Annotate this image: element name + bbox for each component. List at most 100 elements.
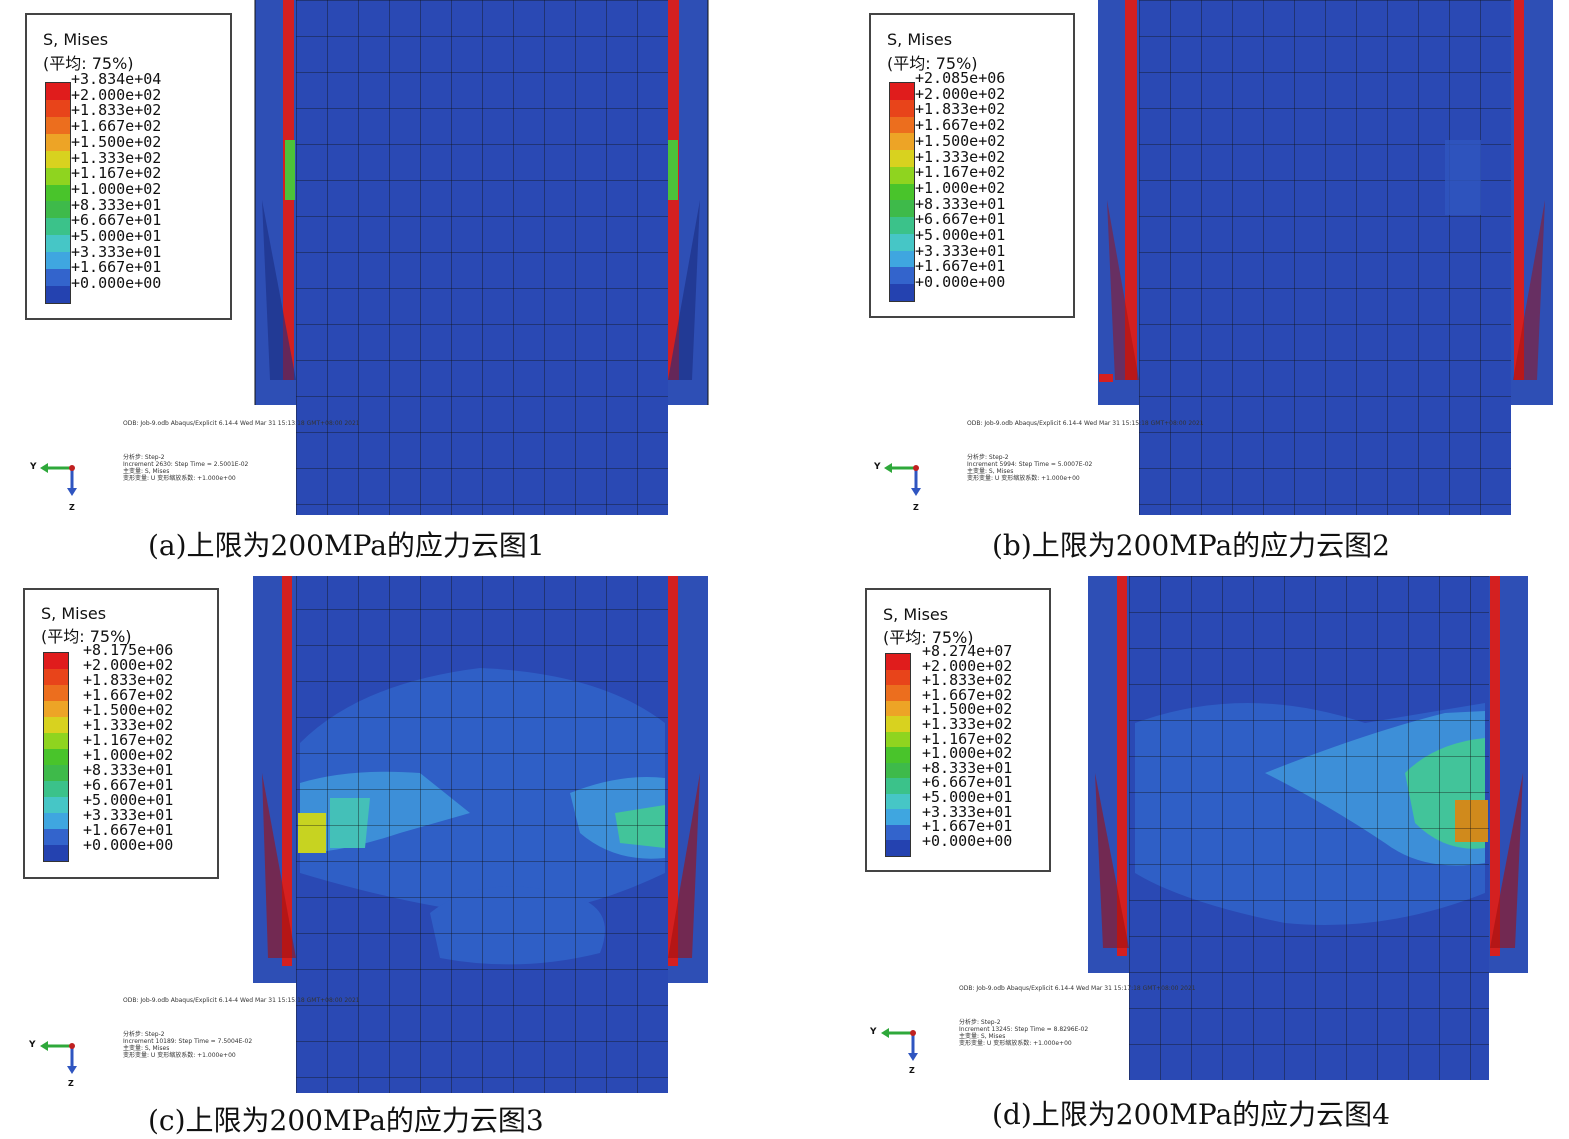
- legend-value: +0.000e+00: [83, 836, 174, 854]
- primary-var-label: 主变量: S, Mises: [123, 1045, 170, 1052]
- legend-value: +0.000e+00: [922, 831, 1013, 850]
- legend-value: +5.000e+01: [83, 791, 174, 809]
- caption-a: (a)上限为200MPa的应力云图1: [148, 529, 545, 562]
- legend-value: +1.167e+02: [922, 729, 1013, 748]
- contour-plot-d: [1088, 576, 1528, 1080]
- legend-swatch: [886, 793, 910, 810]
- legend-value: +1.167e+02: [83, 731, 174, 749]
- legend-swatch: [890, 284, 914, 301]
- legend-value: +1.500e+02: [83, 701, 174, 719]
- legend-swatch: [46, 269, 70, 287]
- legend-values: +8.175e+06 +2.000e+02 +1.833e+02 +1.667e+0…: [83, 643, 173, 853]
- axis-triad-d: [881, 1028, 918, 1061]
- legend-swatch: [46, 235, 70, 253]
- legend-swatch: [44, 717, 68, 733]
- legend-value: +1.667e+02: [922, 685, 1013, 704]
- legend-value: +1.333e+02: [915, 147, 1006, 166]
- caption-c: (c)上限为200MPa的应力云图3: [148, 1104, 544, 1137]
- legend-value: +3.333e+01: [83, 806, 174, 824]
- legend-swatch: [886, 669, 910, 686]
- legend-value: +1.833e+02: [71, 101, 162, 120]
- odb-info: ODB: Job-9.odb Abaqus/Explicit 6.14-4 We…: [123, 997, 360, 1004]
- legend-value: +6.667e+01: [83, 776, 174, 794]
- legend-b: S, Mises (平均: 75%) +2.085e+06 +2.000e+02…: [869, 13, 1075, 318]
- legend-a: S, Mises (平均: 75%) +3.834e+04 +2.000e+02…: [25, 13, 232, 320]
- legend-value: +1.667e+02: [915, 116, 1006, 135]
- legend-value: +1.667e+01: [915, 257, 1006, 276]
- legend-swatch: [886, 731, 910, 748]
- legend-value: +2.000e+02: [71, 85, 162, 104]
- legend-value: +8.333e+01: [83, 761, 174, 779]
- primary-var-label: 主变量: S, Mises: [123, 468, 170, 475]
- legend-swatch: [886, 840, 910, 856]
- legend-value: +2.000e+02: [83, 656, 174, 674]
- legend-value: +8.333e+01: [922, 758, 1013, 777]
- legend-value: +5.000e+01: [71, 227, 162, 246]
- legend-value: +1.500e+02: [71, 132, 162, 151]
- legend-swatch: [44, 781, 68, 797]
- legend-swatch: [886, 685, 910, 701]
- legend-d: S, Mises (平均: 75%) +8.274e+07 +2.000e+02…: [865, 588, 1051, 872]
- legend-value: +1.500e+02: [915, 131, 1006, 150]
- legend-swatch: [46, 133, 70, 151]
- contour-plot-b: [1098, 0, 1553, 515]
- legend-value: +0.000e+00: [915, 273, 1006, 292]
- odb-info: ODB: Job-9.odb Abaqus/Explicit 6.14-4 We…: [967, 420, 1204, 427]
- legend-value: +1.000e+02: [71, 179, 162, 198]
- odb-info: ODB: Job-9.odb Abaqus/Explicit 6.14-4 We…: [123, 420, 360, 427]
- legend-value: +1.667e+02: [83, 686, 174, 704]
- legend-colorbar: [889, 82, 915, 302]
- legend-swatch: [890, 267, 914, 285]
- step-info: 分析步: Step-2 Increment 10189: Step Time =…: [123, 1031, 252, 1059]
- caption-b: (b)上限为200MPa的应力云图2: [992, 529, 1390, 562]
- legend-swatch: [46, 83, 70, 100]
- legend-swatch: [886, 654, 910, 670]
- legend-value: +1.667e+01: [922, 817, 1013, 836]
- legend-swatch: [44, 813, 68, 829]
- axis-triad-c: [40, 1041, 77, 1074]
- axis-triad-b: [884, 463, 921, 496]
- legend-swatch: [886, 809, 910, 825]
- axis-triad-a: [40, 463, 77, 496]
- axis-z-label: Z: [69, 503, 75, 512]
- deformed-var-label: 变形变量: U 变形缩放系数: +1.000e+00: [123, 1052, 236, 1059]
- legend-value: +0.000e+00: [71, 274, 162, 293]
- legend-swatch: [46, 150, 70, 168]
- axis-y-label: Y: [30, 462, 37, 472]
- legend-value: +2.000e+02: [915, 84, 1006, 103]
- legend-swatch: [44, 669, 68, 685]
- legend-value: +1.167e+02: [71, 164, 162, 183]
- legend-value: +2.000e+02: [922, 656, 1013, 675]
- legend-values: +8.274e+07 +2.000e+02 +1.833e+02 +1.667e+0…: [922, 644, 1012, 848]
- legend-value: +3.333e+01: [922, 802, 1013, 821]
- increment-label: Increment 13245: Step Time = 8.8296E-02: [959, 1026, 1089, 1033]
- legend-swatch: [886, 778, 910, 794]
- legend-swatch: [46, 184, 70, 202]
- legend-swatch: [890, 150, 914, 167]
- odb-info: ODB: Job-9.odb Abaqus/Explicit 6.14-4 We…: [959, 985, 1196, 992]
- legend-value: +1.833e+02: [922, 671, 1013, 690]
- legend-swatch: [890, 166, 914, 184]
- legend-value: +3.333e+01: [71, 242, 162, 261]
- legend-title: S, Mises: [887, 30, 953, 49]
- step-label: 分析步: Step-2: [967, 454, 1009, 461]
- axis-z-label: Z: [913, 503, 919, 512]
- legend-value: +1.833e+02: [915, 100, 1006, 119]
- legend-value: +1.333e+02: [71, 148, 162, 167]
- legend-title: S, Mises: [41, 604, 107, 623]
- legend-max: +2.085e+06: [915, 69, 1006, 87]
- deformed-var-label: 变形变量: U 变形缩放系数: +1.000e+00: [959, 1040, 1072, 1047]
- step-info: 分析步: Step-2 Increment 13245: Step Time =…: [959, 1019, 1088, 1047]
- legend-value: +1.000e+02: [83, 746, 174, 764]
- legend-average: (平均: 75%): [41, 627, 132, 646]
- step-info: 分析步: Step-2 Increment 2630: Step Time = …: [123, 454, 248, 482]
- legend-swatch: [46, 286, 70, 303]
- legend-value: +6.667e+01: [922, 773, 1013, 792]
- legend-value: +6.667e+01: [71, 211, 162, 230]
- legend-swatch: [890, 83, 914, 100]
- legend-value: +1.833e+02: [83, 671, 174, 689]
- legend-value: +1.500e+02: [922, 700, 1013, 719]
- legend-swatch: [890, 217, 914, 234]
- legend-colorbar: [885, 653, 911, 857]
- deformed-var-label: 变形变量: U 变形缩放系数: +1.000e+00: [967, 475, 1080, 482]
